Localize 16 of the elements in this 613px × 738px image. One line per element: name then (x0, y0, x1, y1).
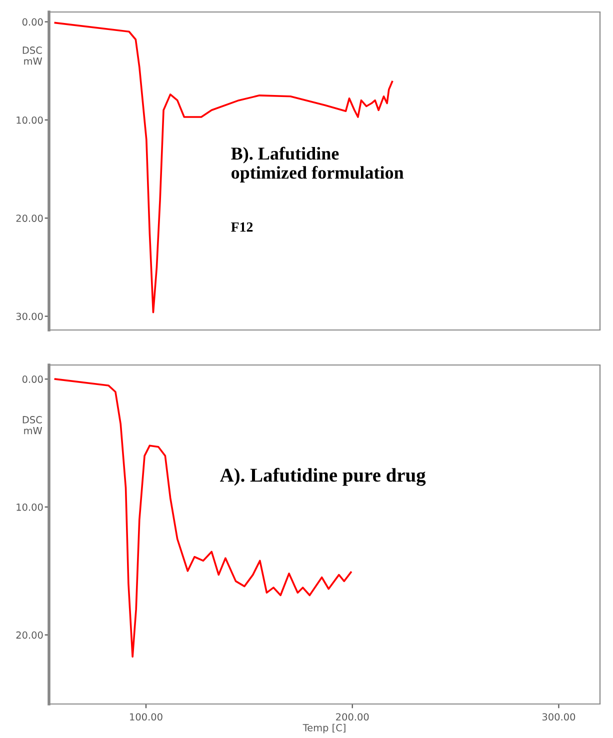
y-tick-label: 30.00 (16, 312, 43, 320)
y-tick-label: 0.00 (22, 376, 43, 383)
y-tick-label: 20.00 (16, 631, 43, 639)
y-tick-label: 10.00 (16, 503, 43, 511)
x-tick-label: 100.00 (130, 713, 162, 721)
y-tick-label: 0.00 (22, 18, 43, 26)
annotation: A). Lafutidine pure drug (220, 468, 426, 486)
y-tick-label: 20.00 (16, 214, 43, 222)
annotation: F12 (231, 222, 253, 232)
x-tick-label: 300.00 (542, 713, 576, 721)
x-axis-title: Temp [C] (302, 724, 346, 734)
x-tick-label: 200.00 (336, 713, 369, 721)
y-tick-label: 10.00 (16, 116, 43, 124)
y-axis-title: DSC mW (22, 46, 42, 65)
annotation: B). Lafutidine optimized formulation (231, 146, 404, 182)
y-axis-title: DSC mW (22, 416, 42, 434)
